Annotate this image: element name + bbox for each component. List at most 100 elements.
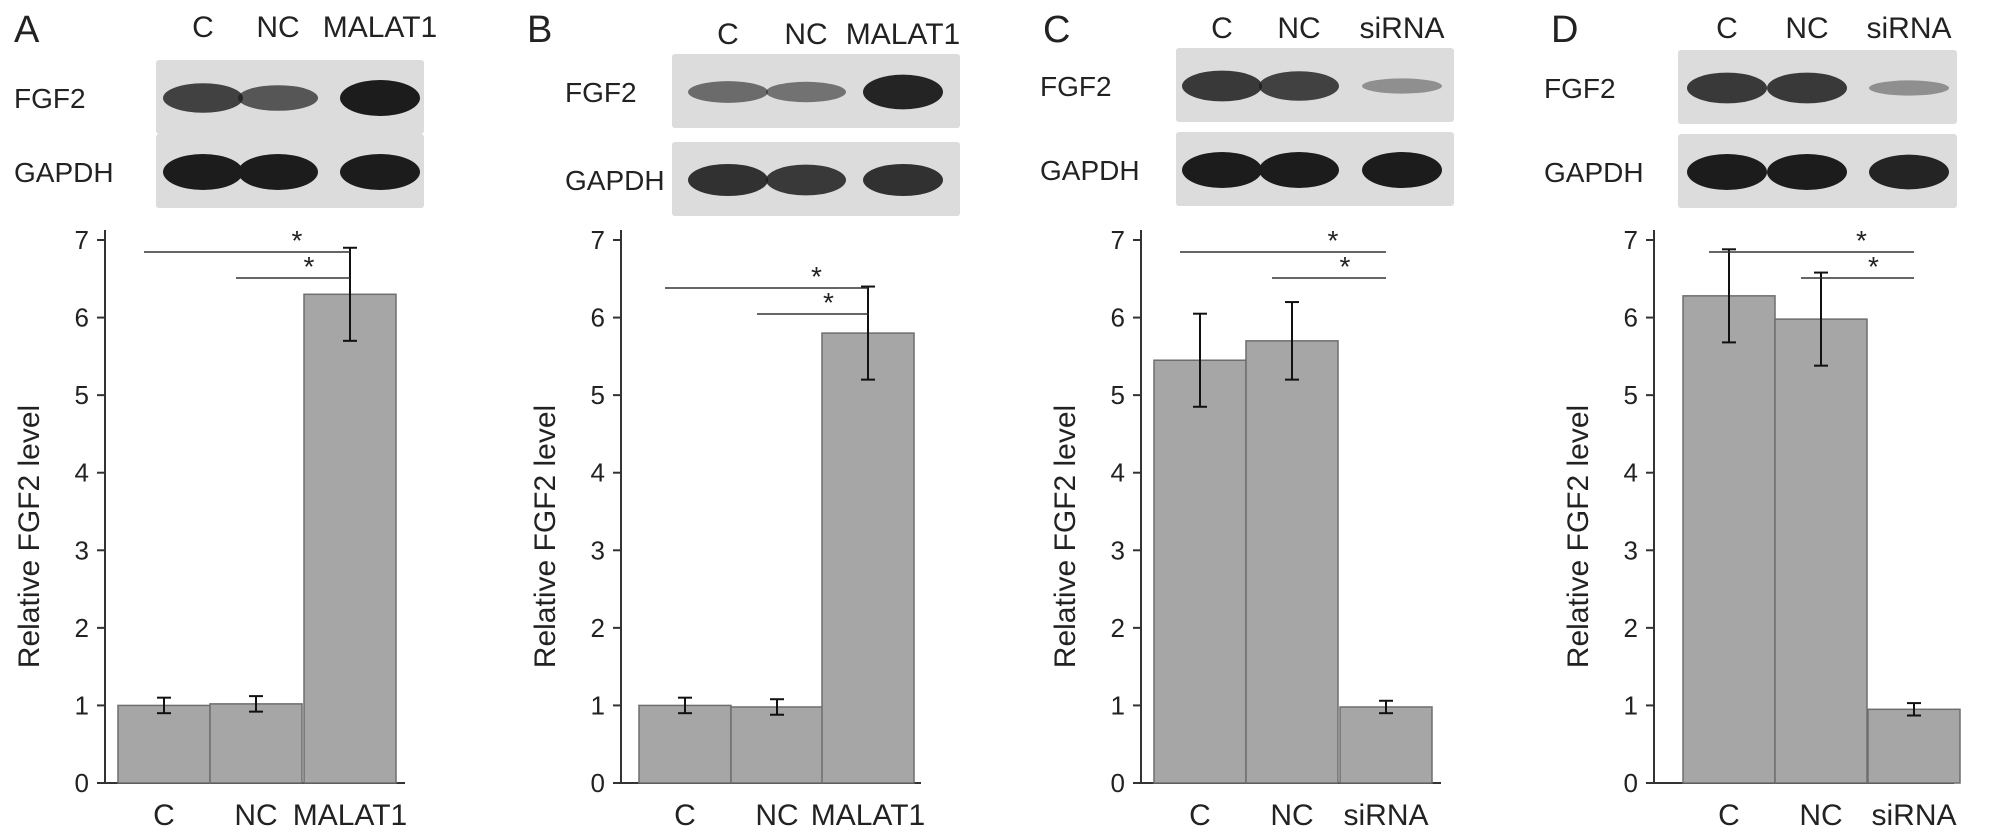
blot-band bbox=[1767, 154, 1847, 190]
panel-letter: C bbox=[1043, 9, 1070, 51]
y-tick-label: 7 bbox=[75, 225, 89, 255]
y-tick-label: 5 bbox=[1111, 380, 1125, 410]
blot-row-label: GAPDH bbox=[565, 165, 665, 196]
bar bbox=[1774, 318, 1868, 784]
panel-letter: B bbox=[527, 9, 552, 51]
bar bbox=[821, 332, 915, 784]
y-tick-label: 6 bbox=[1111, 303, 1125, 333]
blot-band bbox=[1869, 80, 1949, 96]
blot-band bbox=[340, 154, 420, 190]
y-tick-label: 7 bbox=[591, 225, 605, 255]
blot-lane-label: MALAT1 bbox=[323, 11, 437, 44]
western-blot: C NC MALAT1 FGF2 GAPDH bbox=[14, 11, 437, 208]
blot-lane-label: NC bbox=[1277, 12, 1320, 45]
bar bbox=[1245, 340, 1339, 784]
blot-band bbox=[163, 83, 243, 113]
bar bbox=[303, 293, 397, 784]
bar-chart: 0 1 2 3 4 5 6 7 Relative FGF2 level C NC MALAT1 ** bbox=[529, 225, 925, 832]
blot-row-label: GAPDH bbox=[14, 157, 114, 188]
significance-star: * bbox=[1340, 251, 1351, 282]
y-tick-label: 0 bbox=[591, 768, 605, 798]
y-tick-label: 3 bbox=[75, 535, 89, 565]
blot-lane-label: C bbox=[1716, 12, 1738, 45]
y-tick-label: 0 bbox=[1111, 768, 1125, 798]
blot-band bbox=[688, 163, 768, 197]
blot-band bbox=[1767, 72, 1847, 104]
bar bbox=[730, 706, 824, 784]
y-axis-label: Relative FGF2 level bbox=[529, 405, 562, 668]
western-blot: C NC MALAT1 FGF2 GAPDH bbox=[565, 18, 960, 216]
blot-row-label: FGF2 bbox=[1544, 73, 1616, 104]
blot-row-label: FGF2 bbox=[14, 83, 86, 114]
bar-chart: 0 1 2 3 4 5 6 7 Relative FGF2 level C NC MALAT1 ** bbox=[13, 225, 407, 832]
blot-lane-label: C bbox=[717, 18, 739, 51]
y-tick-label: 2 bbox=[75, 613, 89, 643]
blot-band bbox=[766, 81, 846, 103]
bar bbox=[638, 704, 732, 784]
panel-letter: A bbox=[14, 9, 40, 51]
blot-row-label: FGF2 bbox=[1040, 71, 1112, 102]
y-tick-label: 2 bbox=[591, 613, 605, 643]
y-tick-label: 5 bbox=[591, 380, 605, 410]
y-tick-label: 2 bbox=[1111, 613, 1125, 643]
y-tick-label: 1 bbox=[75, 690, 89, 720]
significance-star: * bbox=[292, 225, 303, 256]
blot-lane-label: MALAT1 bbox=[846, 18, 960, 51]
panel-d: D C NC siRNA FGF2 GAPDH 0 1 2 3 4 5 6 7 Relative FGF2 … bbox=[1544, 9, 1961, 832]
significance-star: * bbox=[304, 251, 315, 282]
blot-band bbox=[766, 164, 846, 196]
blot-row-label: GAPDH bbox=[1544, 157, 1644, 188]
x-tick-label: NC bbox=[234, 799, 277, 832]
blot-band bbox=[1869, 154, 1949, 190]
blot-band bbox=[1687, 154, 1767, 190]
blot-lane-label: NC bbox=[256, 11, 299, 44]
panel-letter: D bbox=[1551, 9, 1578, 51]
western-blot: C NC siRNA FGF2 GAPDH bbox=[1544, 12, 1957, 208]
y-tick-label: 6 bbox=[75, 303, 89, 333]
x-tick-label: NC bbox=[755, 799, 798, 832]
blot-band bbox=[863, 74, 943, 110]
x-tick-label: NC bbox=[1799, 799, 1842, 832]
y-tick-label: 4 bbox=[1111, 458, 1125, 488]
blot-band bbox=[1362, 152, 1442, 188]
blot-row-label: GAPDH bbox=[1040, 155, 1140, 186]
panel-a: A C NC MALAT1 FGF2 GAPDH 0 1 2 3 4 5 6 7 Relative FGF2… bbox=[13, 9, 437, 832]
y-tick-label: 6 bbox=[591, 303, 605, 333]
x-tick-label: MALAT1 bbox=[811, 799, 925, 832]
blot-band bbox=[238, 154, 318, 190]
blot-lane-label: NC bbox=[784, 18, 827, 51]
blot-lane-label: C bbox=[192, 11, 214, 44]
blot-band bbox=[1259, 71, 1339, 101]
blot-band bbox=[163, 154, 243, 190]
bar bbox=[117, 704, 211, 784]
y-tick-label: 2 bbox=[1624, 613, 1638, 643]
blot-band bbox=[1182, 152, 1262, 188]
y-tick-label: 1 bbox=[591, 690, 605, 720]
blot-band bbox=[688, 81, 768, 103]
significance-star: * bbox=[823, 287, 834, 318]
significance-star: * bbox=[1868, 251, 1879, 282]
y-tick-label: 5 bbox=[75, 380, 89, 410]
y-tick-label: 5 bbox=[1624, 380, 1638, 410]
blot-lane-label: siRNA bbox=[1866, 12, 1951, 45]
panel-b: B C NC MALAT1 FGF2 GAPDH 0 1 2 3 4 5 6 7 Relative FGF2… bbox=[527, 9, 960, 832]
y-axis-label: Relative FGF2 level bbox=[13, 405, 46, 668]
bar-chart: 0 1 2 3 4 5 6 7 Relative FGF2 level C NC siRNA ** bbox=[1562, 225, 1961, 832]
bar bbox=[209, 703, 303, 784]
blot-band bbox=[1259, 152, 1339, 188]
blot-band bbox=[863, 163, 943, 197]
x-tick-label: C bbox=[1718, 799, 1740, 832]
blot-band bbox=[340, 80, 420, 116]
blot-lane-label: C bbox=[1211, 12, 1233, 45]
bar bbox=[1153, 359, 1247, 784]
y-tick-label: 3 bbox=[591, 535, 605, 565]
y-tick-label: 1 bbox=[1111, 690, 1125, 720]
x-tick-label: siRNA bbox=[1871, 799, 1956, 832]
western-blot: C NC siRNA FGF2 GAPDH bbox=[1040, 12, 1454, 206]
y-tick-label: 3 bbox=[1111, 535, 1125, 565]
x-tick-label: siRNA bbox=[1343, 799, 1428, 832]
blot-lane-label: siRNA bbox=[1359, 12, 1444, 45]
significance-star: * bbox=[1328, 225, 1339, 256]
bar-chart: 0 1 2 3 4 5 6 7 Relative FGF2 level C NC siRNA ** bbox=[1049, 225, 1441, 832]
